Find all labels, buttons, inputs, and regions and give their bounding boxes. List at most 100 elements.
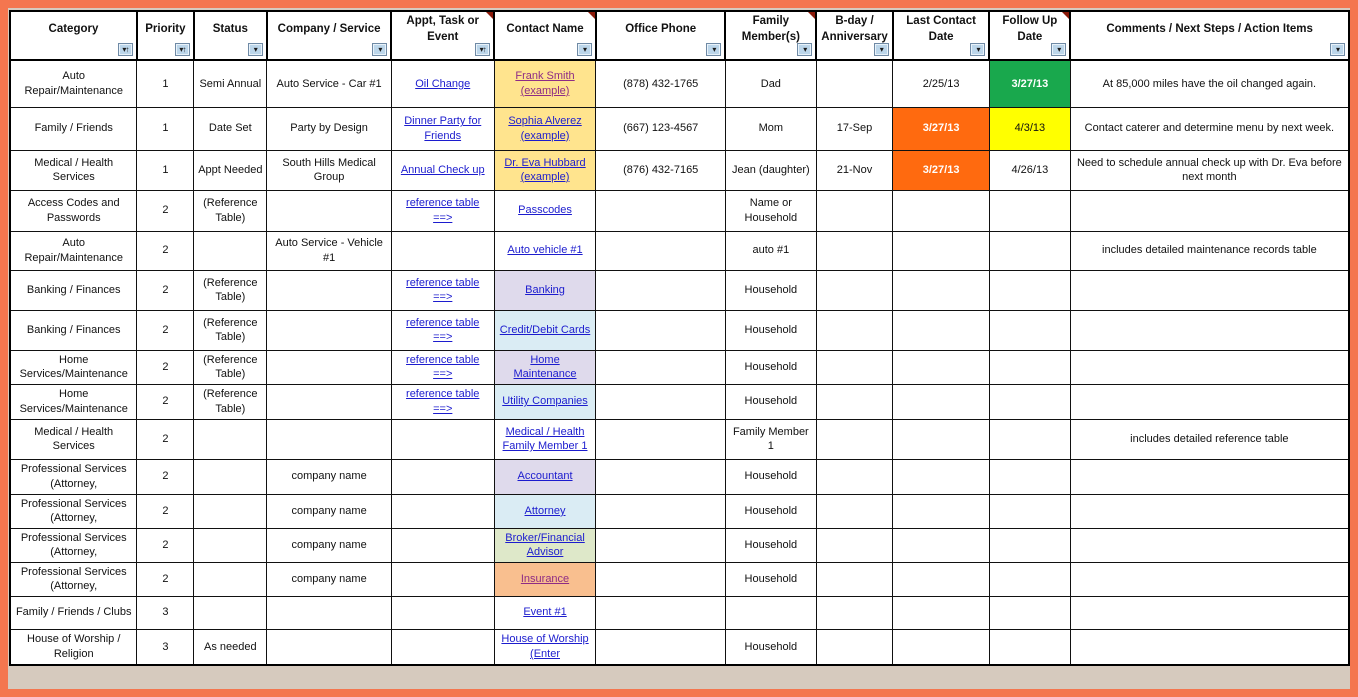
cell-link[interactable]: Insurance [520,572,570,585]
cell-category: Home Services/Maintenance [9,383,138,420]
table-row: Auto Repair/Maintenance 1 Semi Annual Auto … [9,59,1350,108]
cell-family: Household [724,527,817,563]
cell-text: Household [744,640,798,653]
cell-company: company name [266,458,392,495]
column-header-comments: Comments / Next Steps / Action Items ▾ [1069,9,1350,62]
cell-family: auto #1 [724,230,817,271]
cell-text: Auto Repair/Maintenance [24,237,123,264]
cell-link[interactable]: Home Maintenance [513,353,577,381]
table-row: Professional Services (Attorney, 2 company… [9,493,1350,529]
cell-link[interactable]: Dr. Eva Hubbard (example) [504,156,586,184]
cell-comments: includes detailed reference table [1069,418,1350,460]
cell-link[interactable]: Annual Check up [400,163,485,176]
cell-text: (667) 123-4567 [623,122,699,135]
cell-link[interactable]: reference table ==> [406,316,480,344]
filter-dropdown-icon[interactable]: ▾ [247,43,263,57]
cell-link[interactable]: reference table ==> [406,197,480,224]
cell-priority: 2 [136,189,195,232]
cell-text: Banking / Finances [26,323,121,336]
table-row: Medical / Health Services 2 Medical / Heal… [9,418,1350,460]
cell-link[interactable]: Attorney [524,504,566,517]
cell-follow_up [988,527,1071,563]
cell-bday: 17-Sep [815,106,894,151]
cell-link[interactable]: Frank Smith (example) [515,70,575,97]
cell-category: Professional Services (Attorney, [9,527,138,563]
cell-last_contact [892,189,990,232]
cell-text: 4/3/13 [1014,122,1046,135]
cell-phone [595,595,726,630]
cell-appt [390,561,495,597]
cell-text: (876) 432-7165 [623,163,699,176]
cell-link[interactable]: Broker/Financial Advisor [505,531,585,559]
cell-text: 1 [162,122,169,135]
cell-contact: Utility Companies [493,383,597,420]
cell-text: (Reference Table) [203,316,258,344]
cell-link[interactable]: Passcodes [518,204,572,217]
cell-link[interactable]: Auto vehicle #1 [507,244,583,257]
cell-company [266,628,392,666]
cell-category: Professional Services (Attorney, [9,493,138,529]
cell-link[interactable]: reference table ==> [406,388,480,415]
cell-text: 2/25/13 [922,77,960,90]
cell-link[interactable]: Banking [525,283,565,296]
cell-link[interactable]: reference table ==> [406,276,480,304]
sort-filter-icon[interactable]: ▾↑ [475,43,491,57]
cell-link[interactable]: Credit/Debit Cards [499,323,591,336]
column-header-label: Family Member(s) [741,15,800,43]
cell-last_contact [892,561,990,597]
filter-dropdown-icon[interactable]: ▾ [372,43,388,57]
cell-last_contact [892,309,990,351]
cell-phone [595,527,726,563]
cell-contact: Accountant [493,458,597,495]
cell-link[interactable]: reference table ==> [406,353,480,381]
sort-filter-icon[interactable]: ▾↑ [117,43,133,57]
filter-dropdown-icon[interactable]: ▾ [706,43,722,57]
cell-bday [815,561,894,597]
cell-phone [595,383,726,420]
cell-link[interactable]: Medical / Health Family Member 1 [502,425,588,453]
filter-dropdown-icon[interactable]: ▾ [797,43,813,57]
cell-last_contact [892,595,990,630]
cell-text: 2 [162,432,169,445]
cell-appt: Dinner Party for Friends [390,106,495,151]
cell-appt [390,595,495,630]
cell-text: auto #1 [752,244,790,257]
cell-category: Family / Friends [9,106,138,151]
cell-follow_up [988,595,1071,630]
cell-bday [815,628,894,666]
cell-follow_up [988,189,1071,232]
filter-dropdown-icon[interactable]: ▾ [576,43,592,57]
column-header-label: Comments / Next Steps / Action Items [1106,22,1313,35]
cell-last_contact: 3/27/13 [892,106,990,151]
cell-link[interactable]: Oil Change [415,77,471,90]
cell-phone [595,349,726,385]
sort-filter-icon[interactable]: ▾↑ [174,43,190,57]
cell-comments [1069,628,1350,666]
cell-link[interactable]: Event #1 [523,606,567,619]
cell-comments [1069,527,1350,563]
cell-comments [1069,458,1350,495]
cell-contact: Dr. Eva Hubbard (example) [493,149,597,191]
cell-comments [1069,189,1350,232]
column-header-label: Priority [145,22,186,35]
column-header-follow_up: Follow Up Date ▾ [988,9,1072,62]
filter-dropdown-icon[interactable]: ▾ [873,43,889,57]
filter-dropdown-icon[interactable]: ▾ [970,43,986,57]
cell-status [193,458,268,495]
cell-link[interactable]: House of Worship (Enter [501,633,589,660]
cell-link[interactable]: Sophia Alverez (example) [508,115,582,142]
cell-comments [1069,269,1350,311]
filter-dropdown-icon[interactable]: ▾ [1051,43,1067,57]
cell-category: House of Worship / Religion [9,628,138,666]
cell-appt [390,628,495,666]
cell-appt: reference table ==> [390,189,495,232]
header-row: Category ▾↑ Priority ▾↑ Status ▾ Company / Ser… [9,9,1350,62]
cell-priority: 2 [136,349,195,385]
cell-link[interactable]: Dinner Party for Friends [404,115,482,142]
table-row: House of Worship / Religion 3 As needed Hou… [9,628,1350,666]
cell-phone: (876) 432-7165 [595,149,726,191]
cell-link[interactable]: Utility Companies [502,395,588,408]
filter-dropdown-icon[interactable]: ▾ [1330,43,1345,57]
cell-follow_up: 3/27/13 [988,59,1071,108]
cell-link[interactable]: Accountant [517,470,573,483]
